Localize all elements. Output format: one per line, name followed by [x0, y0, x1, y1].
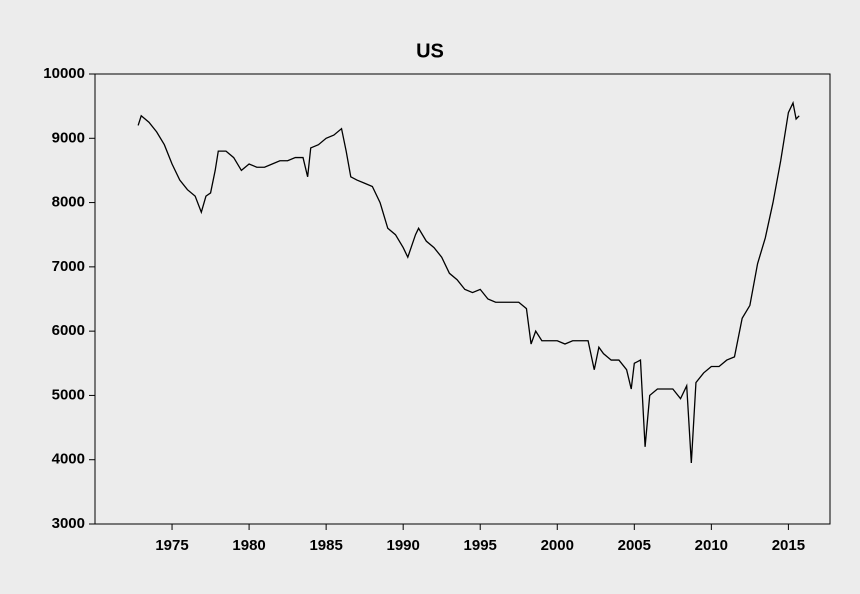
x-tick-label: 1990	[386, 537, 419, 554]
chart-title: US	[416, 40, 444, 62]
x-tick-label: 2000	[541, 537, 574, 554]
x-tick-label: 2010	[695, 537, 728, 554]
y-tick-label: 4000	[52, 451, 85, 468]
y-tick-label: 3000	[52, 515, 85, 532]
x-tick-label: 2005	[618, 537, 651, 554]
plot-frame	[94, 73, 831, 525]
x-tick-label: 1985	[309, 537, 342, 554]
x-tick-label: 1980	[232, 537, 265, 554]
y-tick-label: 7000	[52, 258, 85, 275]
x-tick-label: 1975	[155, 537, 188, 554]
y-tick-label: 10000	[43, 65, 85, 82]
y-tick-label: 6000	[52, 322, 85, 339]
y-tick-label: 8000	[52, 194, 85, 211]
x-tick-label: 1995	[464, 537, 497, 554]
line	[137, 100, 800, 463]
y-tick-label: 9000	[52, 129, 85, 146]
x-tick-label: 2015	[772, 537, 805, 554]
y-tick-label: 5000	[52, 386, 85, 403]
